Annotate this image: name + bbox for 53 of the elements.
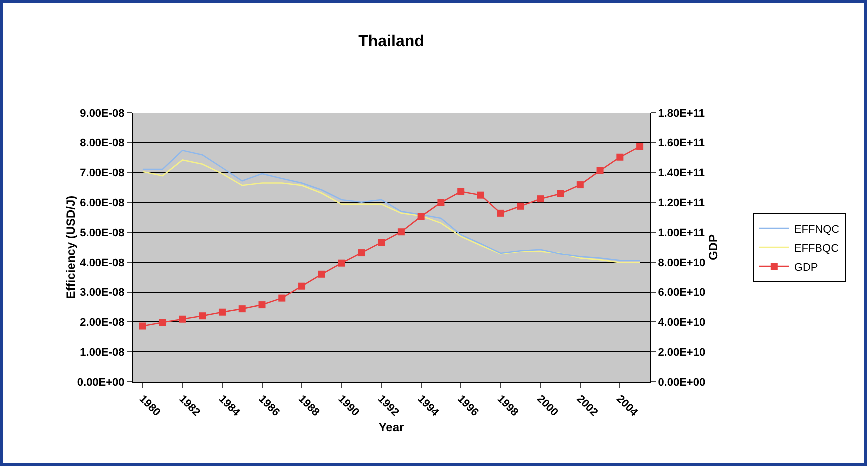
chart-title: Thailand bbox=[358, 33, 424, 50]
y-tick-label: 3.00E-08 bbox=[80, 287, 125, 300]
point bbox=[418, 213, 425, 220]
y-tick-label: 9.00E-08 bbox=[80, 108, 125, 120]
y2-tick-label: 1.60E+11 bbox=[658, 138, 706, 150]
point bbox=[258, 302, 266, 309]
point bbox=[338, 260, 346, 267]
legend-label: EFFBQC bbox=[794, 242, 840, 255]
y-tick-label: 4.00E-08 bbox=[80, 257, 125, 270]
point bbox=[497, 210, 504, 217]
point bbox=[358, 250, 366, 257]
point bbox=[458, 188, 465, 196]
y2-tick-label: 6.00E+10 bbox=[658, 287, 706, 300]
y2-tick-label: 1.00E+11 bbox=[658, 227, 706, 240]
point bbox=[318, 270, 326, 278]
y-tick-label: 1.00E-08 bbox=[80, 346, 125, 359]
y-tick-label: 5.00E-08 bbox=[80, 227, 125, 240]
y2-tick-label: 8.00E+10 bbox=[658, 257, 706, 270]
y2-axis-title: GDP bbox=[706, 234, 721, 261]
point bbox=[557, 190, 564, 198]
point bbox=[159, 319, 166, 326]
point bbox=[139, 322, 146, 330]
y-tick-label: 6.00E-08 bbox=[80, 198, 125, 210]
y-tick-label: 8.00E-08 bbox=[80, 138, 125, 150]
y-tick-label: 2.00E-08 bbox=[80, 317, 125, 330]
point bbox=[596, 167, 604, 174]
point bbox=[537, 196, 544, 203]
point bbox=[199, 312, 206, 320]
y-axis-title: Efficiency (USD/J) bbox=[64, 196, 78, 300]
legend-label: EFFNQC bbox=[794, 224, 840, 236]
point bbox=[278, 294, 286, 302]
y2-tick-label: 4.00E+10 bbox=[658, 317, 706, 330]
point bbox=[636, 143, 644, 150]
point bbox=[218, 308, 226, 316]
point bbox=[398, 228, 405, 236]
point bbox=[438, 199, 445, 206]
y2-tick-label: 1.80E+11 bbox=[658, 108, 706, 120]
point bbox=[179, 316, 186, 323]
point bbox=[378, 239, 386, 246]
y2-tick-label: 2.00E+10 bbox=[658, 346, 706, 359]
point bbox=[517, 202, 524, 210]
y2-tick-label: 1.40E+11 bbox=[658, 168, 706, 180]
point bbox=[477, 192, 484, 199]
x-axis-title: Year bbox=[378, 420, 405, 435]
y2-tick-label: 0.00E+00 bbox=[658, 376, 706, 389]
point bbox=[238, 306, 246, 313]
y-tick-label: 7.00E-08 bbox=[80, 168, 125, 180]
point bbox=[616, 154, 624, 161]
point bbox=[576, 182, 584, 189]
point bbox=[298, 282, 306, 290]
legend-label: GDP bbox=[794, 262, 818, 274]
y-tick-label: 0.00E+00 bbox=[77, 376, 125, 389]
y2-tick-label: 1.20E+11 bbox=[658, 198, 706, 210]
